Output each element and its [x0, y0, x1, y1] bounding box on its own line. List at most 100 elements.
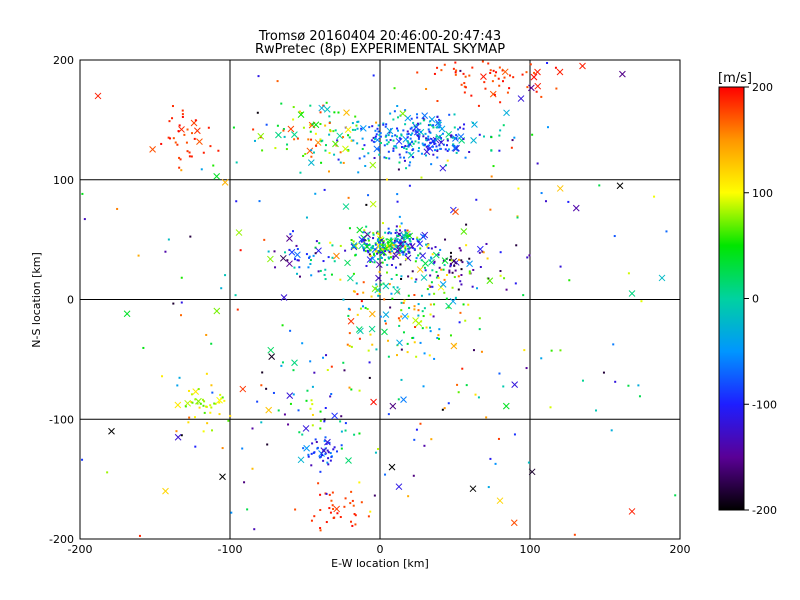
- dot-point: [407, 243, 410, 246]
- dot-point: [427, 124, 430, 127]
- dot-point: [319, 508, 322, 511]
- dot-point: [311, 385, 314, 388]
- dot-point: [457, 288, 460, 291]
- dot-point: [343, 369, 346, 372]
- dot-point: [416, 122, 419, 125]
- cross-point: [358, 236, 366, 243]
- dot-point: [397, 232, 400, 235]
- dot-point: [388, 283, 391, 286]
- x-tick-label: 200: [670, 543, 691, 556]
- dot-point: [344, 422, 347, 425]
- dot-point: [447, 306, 450, 309]
- dot-point: [429, 274, 432, 277]
- dot-point: [354, 128, 357, 131]
- dot-point: [243, 481, 246, 484]
- dot-point: [358, 337, 361, 340]
- dot-point: [325, 354, 328, 357]
- cross-point: [291, 359, 298, 367]
- dot-point: [180, 169, 183, 172]
- dot-point: [431, 285, 434, 288]
- dot-point: [221, 396, 224, 399]
- dot-point: [404, 231, 407, 234]
- cross-point: [400, 396, 407, 404]
- dot-point: [405, 148, 408, 151]
- dot-point: [407, 132, 410, 135]
- dot-point: [367, 237, 370, 240]
- dot-point: [235, 161, 238, 164]
- dot-point: [386, 263, 389, 266]
- dot-point: [356, 120, 359, 123]
- cross-point: [162, 487, 169, 495]
- dot-point: [310, 399, 313, 402]
- dot-point: [373, 494, 376, 497]
- cross-point: [435, 133, 443, 141]
- dot-point: [453, 113, 456, 116]
- dot-point: [405, 167, 408, 170]
- dot-point: [550, 349, 553, 352]
- dot-point: [485, 242, 488, 245]
- dot-point: [396, 245, 399, 248]
- dot-point: [392, 257, 395, 260]
- dot-point: [376, 238, 379, 241]
- dot-point: [251, 467, 254, 470]
- dot-point: [459, 126, 462, 129]
- dot-point: [417, 136, 420, 139]
- cross-point: [342, 145, 349, 153]
- dot-point: [398, 229, 401, 232]
- dot-point: [461, 261, 464, 264]
- dot-point: [350, 345, 353, 348]
- dot-point: [350, 490, 353, 493]
- cross-point: [370, 398, 377, 406]
- dot-point: [298, 275, 301, 278]
- dot-point: [349, 502, 352, 505]
- dot-point: [354, 254, 357, 257]
- dot-point: [365, 225, 368, 228]
- y-tick-label: -200: [49, 533, 74, 546]
- dot-point: [372, 252, 375, 255]
- dot-point: [221, 447, 224, 450]
- cross-point: [415, 319, 423, 327]
- cross-point: [406, 232, 414, 240]
- dot-point: [326, 369, 329, 372]
- dot-point: [176, 143, 179, 146]
- dot-point: [309, 104, 312, 107]
- dot-point: [369, 333, 372, 336]
- dot-point: [239, 249, 242, 252]
- dot-point: [298, 431, 301, 434]
- dot-point: [350, 520, 353, 523]
- dot-point: [390, 248, 393, 251]
- dot-point: [181, 113, 184, 116]
- dot-point: [190, 393, 193, 396]
- dot-point: [339, 151, 342, 154]
- dot-point: [230, 511, 233, 514]
- dot-point: [419, 130, 422, 133]
- dot-point: [375, 133, 378, 136]
- dot-point: [430, 281, 433, 284]
- dot-point: [535, 90, 538, 93]
- dot-point: [322, 104, 325, 107]
- dot-point: [305, 253, 308, 256]
- dot-point: [463, 85, 466, 88]
- dot-point: [397, 168, 400, 171]
- dot-point: [330, 393, 333, 396]
- dot-point: [359, 307, 362, 310]
- dot-point: [464, 75, 467, 78]
- dot-point: [384, 247, 387, 250]
- dot-point: [400, 348, 403, 351]
- dot-point: [490, 136, 493, 139]
- dot-point: [387, 232, 390, 235]
- dot-point: [432, 126, 435, 129]
- dot-point: [449, 262, 452, 265]
- dot-point: [503, 76, 506, 79]
- dot-point: [451, 286, 454, 289]
- dot-point: [413, 438, 416, 441]
- dot-point: [521, 73, 524, 76]
- cross-point: [350, 242, 358, 249]
- cross-point: [469, 485, 477, 493]
- dot-point: [292, 106, 295, 109]
- dot-point: [327, 256, 330, 259]
- dot-point: [419, 341, 422, 344]
- dot-point: [489, 69, 492, 72]
- dot-point: [360, 127, 363, 130]
- dot-point: [429, 123, 432, 126]
